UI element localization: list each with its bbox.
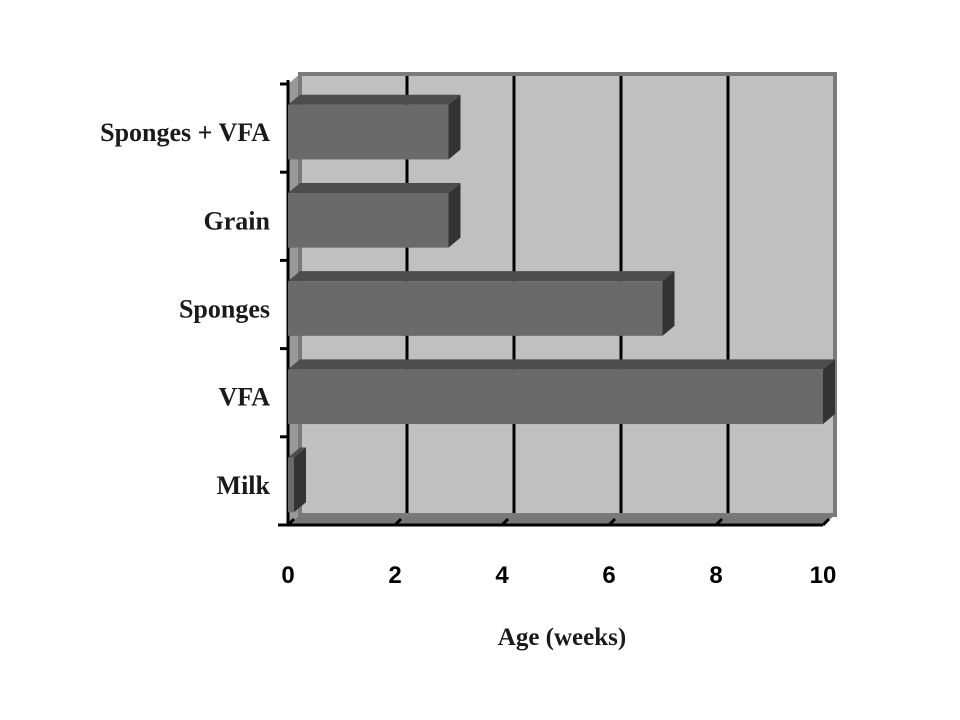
x-tick-mark <box>714 517 724 527</box>
labels: Sponges + VFA Grain Sponges VFA Milk 0 2 4 6 8 10 <box>100 118 836 589</box>
x-tick-mark <box>500 517 510 527</box>
bar-top-face <box>288 359 835 370</box>
bar-end-face <box>448 182 461 248</box>
bar <box>288 359 835 425</box>
x-tick-label: 4 <box>495 562 509 589</box>
bar-end-face <box>662 271 675 336</box>
bar <box>288 182 461 248</box>
x-tick-label: 2 <box>388 562 401 589</box>
bar <box>288 447 306 513</box>
bar-front-face <box>288 104 449 160</box>
bar-front-face <box>288 457 294 513</box>
bar-end-face <box>823 359 835 425</box>
x-tick-label: 6 <box>602 562 615 589</box>
bar <box>288 271 675 336</box>
bar <box>288 94 461 160</box>
bar-end-face <box>448 94 461 160</box>
bar-end-face <box>294 447 306 513</box>
x-tick-mark <box>286 517 296 527</box>
x-tick-mark <box>821 517 831 527</box>
bar-front-face <box>288 369 823 425</box>
x-tick-label: 10 <box>810 562 837 589</box>
x-tick-mark <box>607 517 617 527</box>
x-tick-label: 8 <box>709 562 722 589</box>
bar-front-face <box>288 192 449 248</box>
y-tick-label: Milk <box>217 471 271 500</box>
y-tick-label: Grain <box>204 206 271 235</box>
x-tick-mark <box>393 517 403 527</box>
x-axis-title: Age (weeks) <box>498 624 626 651</box>
bar-top-face <box>288 271 675 282</box>
floor <box>288 515 835 525</box>
bar-front-face <box>288 281 663 336</box>
bar-top-face <box>288 447 306 458</box>
bar-top-face <box>288 94 461 105</box>
x-tick-label: 0 <box>281 562 294 589</box>
bar-top-face <box>288 182 461 193</box>
bars <box>288 94 835 513</box>
y-tick-label: VFA <box>218 383 270 412</box>
y-tick-label: Sponges <box>179 295 270 324</box>
y-tick-label: Sponges + VFA <box>100 118 270 147</box>
